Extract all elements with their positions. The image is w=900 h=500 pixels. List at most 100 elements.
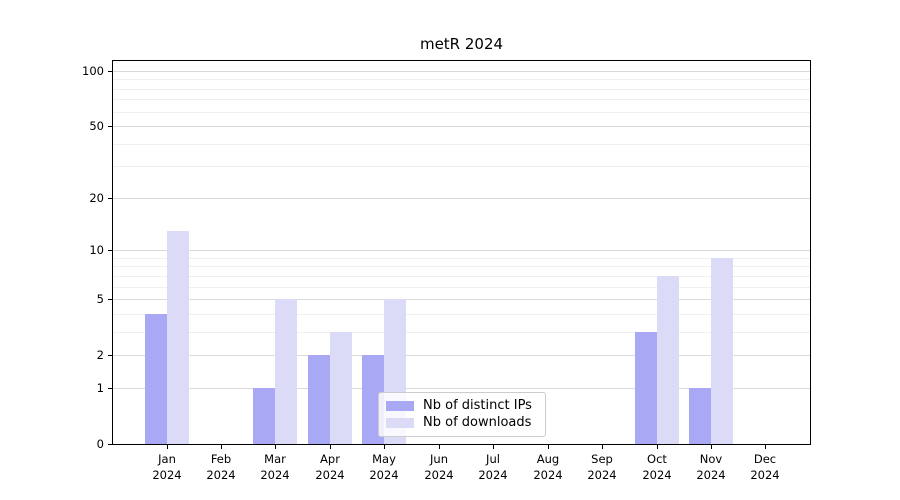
gridline-minor — [113, 166, 810, 167]
gridline-major — [113, 198, 810, 199]
bar-downloads — [167, 231, 189, 444]
gridline-major — [113, 388, 810, 389]
legend-label-downloads: Nb of downloads — [423, 415, 532, 430]
plot-area — [112, 60, 811, 445]
bar-distinct-ips — [253, 388, 275, 444]
x-tick-mark — [167, 445, 168, 449]
gridline-major — [113, 71, 810, 72]
legend: Nb of distinct IPs Nb of downloads — [378, 392, 546, 437]
x-tick-mark — [602, 445, 603, 449]
x-tick-mark — [275, 445, 276, 449]
x-tick-label-month: Mar — [264, 452, 286, 466]
x-tick-label-year: 2024 — [587, 468, 617, 482]
x-tick-label-month: Aug — [536, 452, 560, 466]
x-tick-label: Jan 2024 — [135, 451, 199, 483]
y-tick-label: 0 — [96, 437, 104, 451]
y-tick-mark — [108, 355, 112, 356]
bar-distinct-ips — [635, 332, 657, 444]
x-tick-label-month: Jul — [486, 452, 500, 466]
y-tick-mark — [108, 126, 112, 127]
x-tick-label: Aug 2024 — [516, 451, 580, 483]
y-tick-mark — [108, 250, 112, 251]
gridline-minor — [113, 332, 810, 333]
x-tick-label-month: Sep — [591, 452, 613, 466]
bar-distinct-ips — [145, 314, 167, 444]
x-tick-label-month: Nov — [699, 452, 723, 466]
x-tick-label-month: Apr — [320, 452, 340, 466]
bar-downloads — [657, 276, 679, 444]
x-tick-label: Sep 2024 — [570, 451, 634, 483]
y-tick-label: 1 — [96, 381, 104, 395]
x-tick-label-year: 2024 — [696, 468, 726, 482]
x-tick-label-year: 2024 — [424, 468, 454, 482]
x-tick-label-year: 2024 — [206, 468, 236, 482]
x-tick-mark — [330, 445, 331, 449]
legend-swatch-distinct-ips — [386, 400, 414, 411]
x-tick-label-month: Jan — [158, 452, 176, 466]
y-tick-label: 5 — [96, 292, 104, 306]
x-tick-label-year: 2024 — [260, 468, 290, 482]
x-tick-label: Jul 2024 — [461, 451, 525, 483]
gridline-major — [113, 355, 810, 356]
x-tick-label: Jun 2024 — [407, 451, 471, 483]
gridline-minor — [113, 89, 810, 90]
x-tick-label-month: Dec — [753, 452, 777, 466]
x-tick-mark — [548, 445, 549, 449]
x-tick-label-month: Feb — [210, 452, 232, 466]
x-tick-mark — [493, 445, 494, 449]
x-tick-mark — [657, 445, 658, 449]
y-tick-label: 20 — [89, 191, 104, 205]
x-tick-label-month: Oct — [647, 452, 667, 466]
bar-downloads — [711, 258, 733, 444]
gridline-major — [113, 299, 810, 300]
bar-distinct-ips — [689, 388, 711, 444]
x-tick-mark — [439, 445, 440, 449]
x-tick-label: Nov 2024 — [679, 451, 743, 483]
chart-title: metR 2024 — [419, 35, 504, 53]
x-tick-label: Dec 2024 — [733, 451, 797, 483]
x-tick-label: Apr 2024 — [298, 451, 362, 483]
x-tick-label-year: 2024 — [315, 468, 345, 482]
y-tick-mark — [108, 198, 112, 199]
x-tick-mark — [221, 445, 222, 449]
y-tick-label: 50 — [89, 119, 104, 133]
x-tick-mark — [765, 445, 766, 449]
y-tick-label: 10 — [89, 243, 104, 257]
y-tick-label: 100 — [82, 64, 104, 78]
x-tick-label-year: 2024 — [750, 468, 780, 482]
x-tick-label-month: May — [372, 452, 396, 466]
gridline-minor — [113, 258, 810, 259]
bar-downloads — [275, 299, 297, 444]
gridline-major — [113, 126, 810, 127]
x-tick-label-year: 2024 — [369, 468, 399, 482]
gridline-minor — [113, 266, 810, 267]
bar-distinct-ips — [308, 355, 330, 444]
x-tick-label-year: 2024 — [478, 468, 508, 482]
gridline-minor — [113, 287, 810, 288]
gridline-minor — [113, 99, 810, 100]
gridline-minor — [113, 314, 810, 315]
legend-swatch-downloads — [386, 417, 414, 428]
x-tick-label: Mar 2024 — [243, 451, 307, 483]
x-tick-mark — [384, 445, 385, 449]
x-tick-label-year: 2024 — [533, 468, 563, 482]
x-tick-label-year: 2024 — [642, 468, 672, 482]
x-tick-label-year: 2024 — [152, 468, 182, 482]
legend-item-distinct-ips: Nb of distinct IPs — [386, 397, 537, 414]
y-tick-mark — [108, 299, 112, 300]
legend-label-distinct-ips: Nb of distinct IPs — [423, 398, 532, 413]
gridline-major — [113, 250, 810, 251]
x-tick-mark — [711, 445, 712, 449]
y-tick-mark — [108, 388, 112, 389]
x-tick-label: Feb 2024 — [189, 451, 253, 483]
x-tick-label-month: Jun — [430, 452, 448, 466]
y-tick-mark — [108, 71, 112, 72]
y-tick-label: 2 — [96, 348, 104, 362]
gridline-minor — [113, 276, 810, 277]
gridline-minor — [113, 79, 810, 80]
y-tick-mark — [108, 444, 112, 445]
bar-downloads — [330, 332, 352, 444]
gridline-minor — [113, 144, 810, 145]
legend-item-downloads: Nb of downloads — [386, 414, 537, 431]
